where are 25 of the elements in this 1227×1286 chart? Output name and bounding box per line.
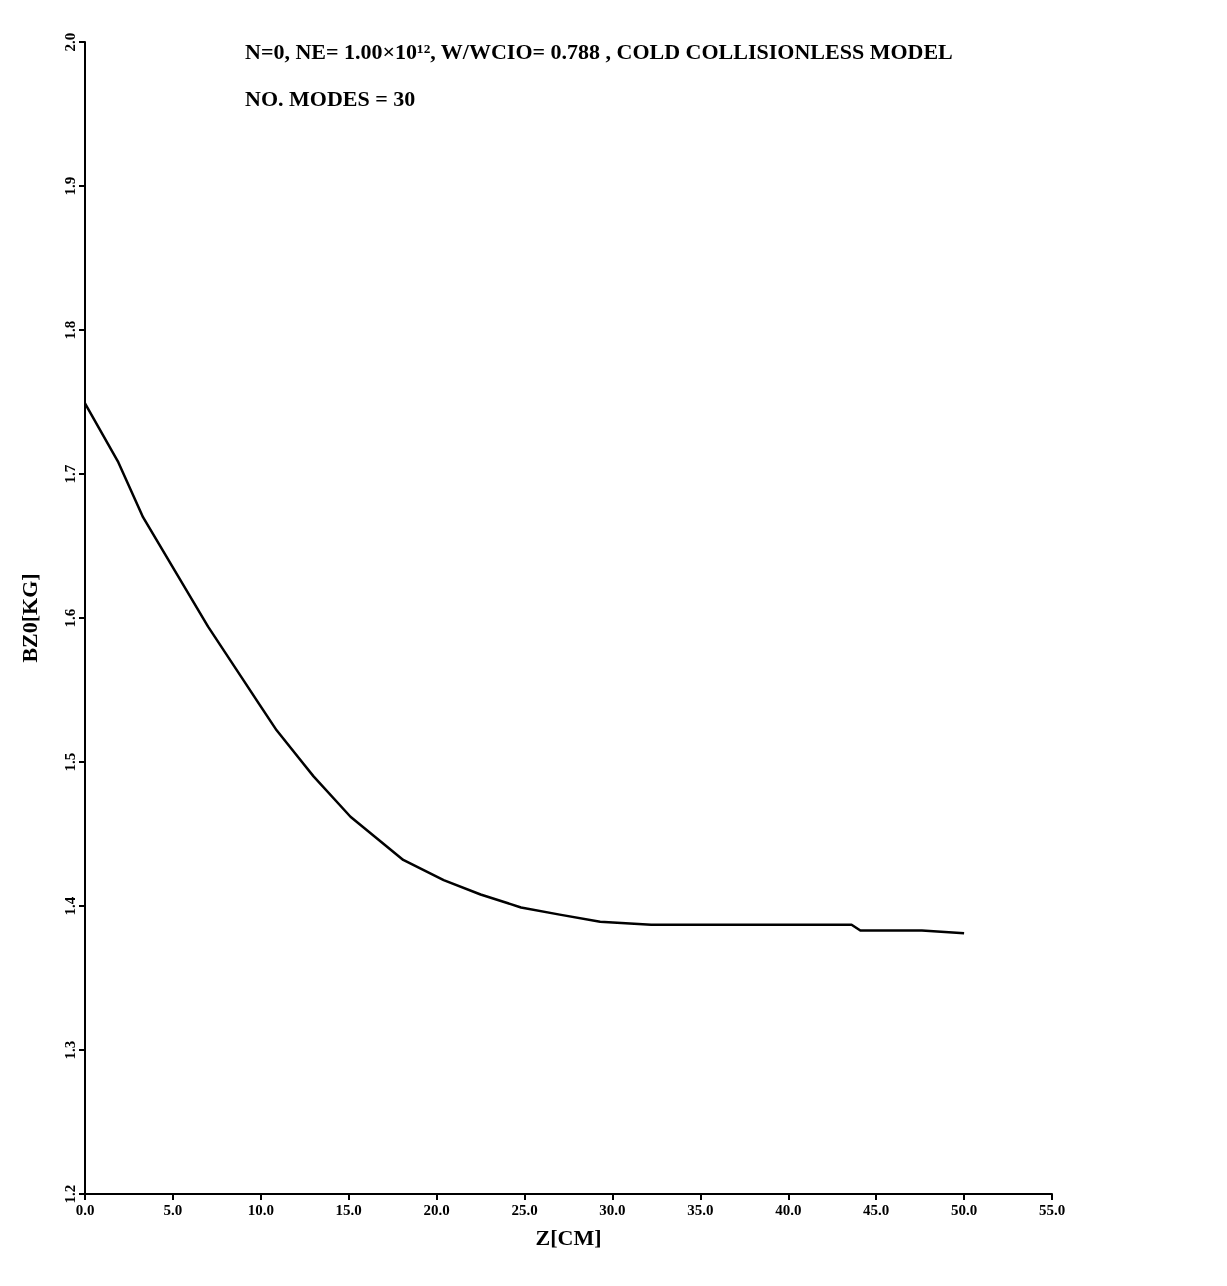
x-tick-label: 5.0	[163, 1201, 183, 1218]
y-axis-title: BZ0[KG]	[16, 573, 42, 663]
y-tick-label: 1.8	[61, 320, 78, 340]
y-tick-label: 1.7	[61, 464, 78, 484]
y-tick-label: 1.3	[61, 1040, 78, 1060]
x-tick-label: 0.0	[75, 1201, 95, 1218]
x-tick-label: 50.0	[950, 1201, 978, 1218]
text: NO. MODES = 30	[245, 85, 416, 111]
x-tick-label: 15.0	[335, 1201, 362, 1218]
x-tick-label: 20.0	[423, 1201, 450, 1218]
x-tick-label: 45.0	[863, 1201, 890, 1218]
x-tick-label: 25.0	[511, 1201, 538, 1218]
y-tick-label: 1.5	[61, 752, 78, 772]
x-tick-label: 55.0	[1038, 1201, 1066, 1218]
y-tick-label: 1.6	[61, 608, 78, 628]
x-tick-label: 35.0	[687, 1201, 714, 1218]
y-tick-label: 1.4	[61, 896, 78, 916]
x-tick-label: 40.0	[775, 1201, 802, 1218]
x-axis-title: Z[CM]	[535, 1224, 602, 1250]
x-tick-label: 10.0	[247, 1201, 274, 1218]
x-tick-label: 30.0	[599, 1201, 626, 1218]
y-tick-label: 1.9	[61, 176, 78, 196]
y-tick-label: 2.0	[61, 32, 78, 52]
chart-title: N=0, NE= 1.00×10¹², W/WCIO= 0.788 , COLD COLLISIONLESS MODEL	[245, 38, 953, 64]
y-tick-label: 1.2	[61, 1184, 78, 1204]
